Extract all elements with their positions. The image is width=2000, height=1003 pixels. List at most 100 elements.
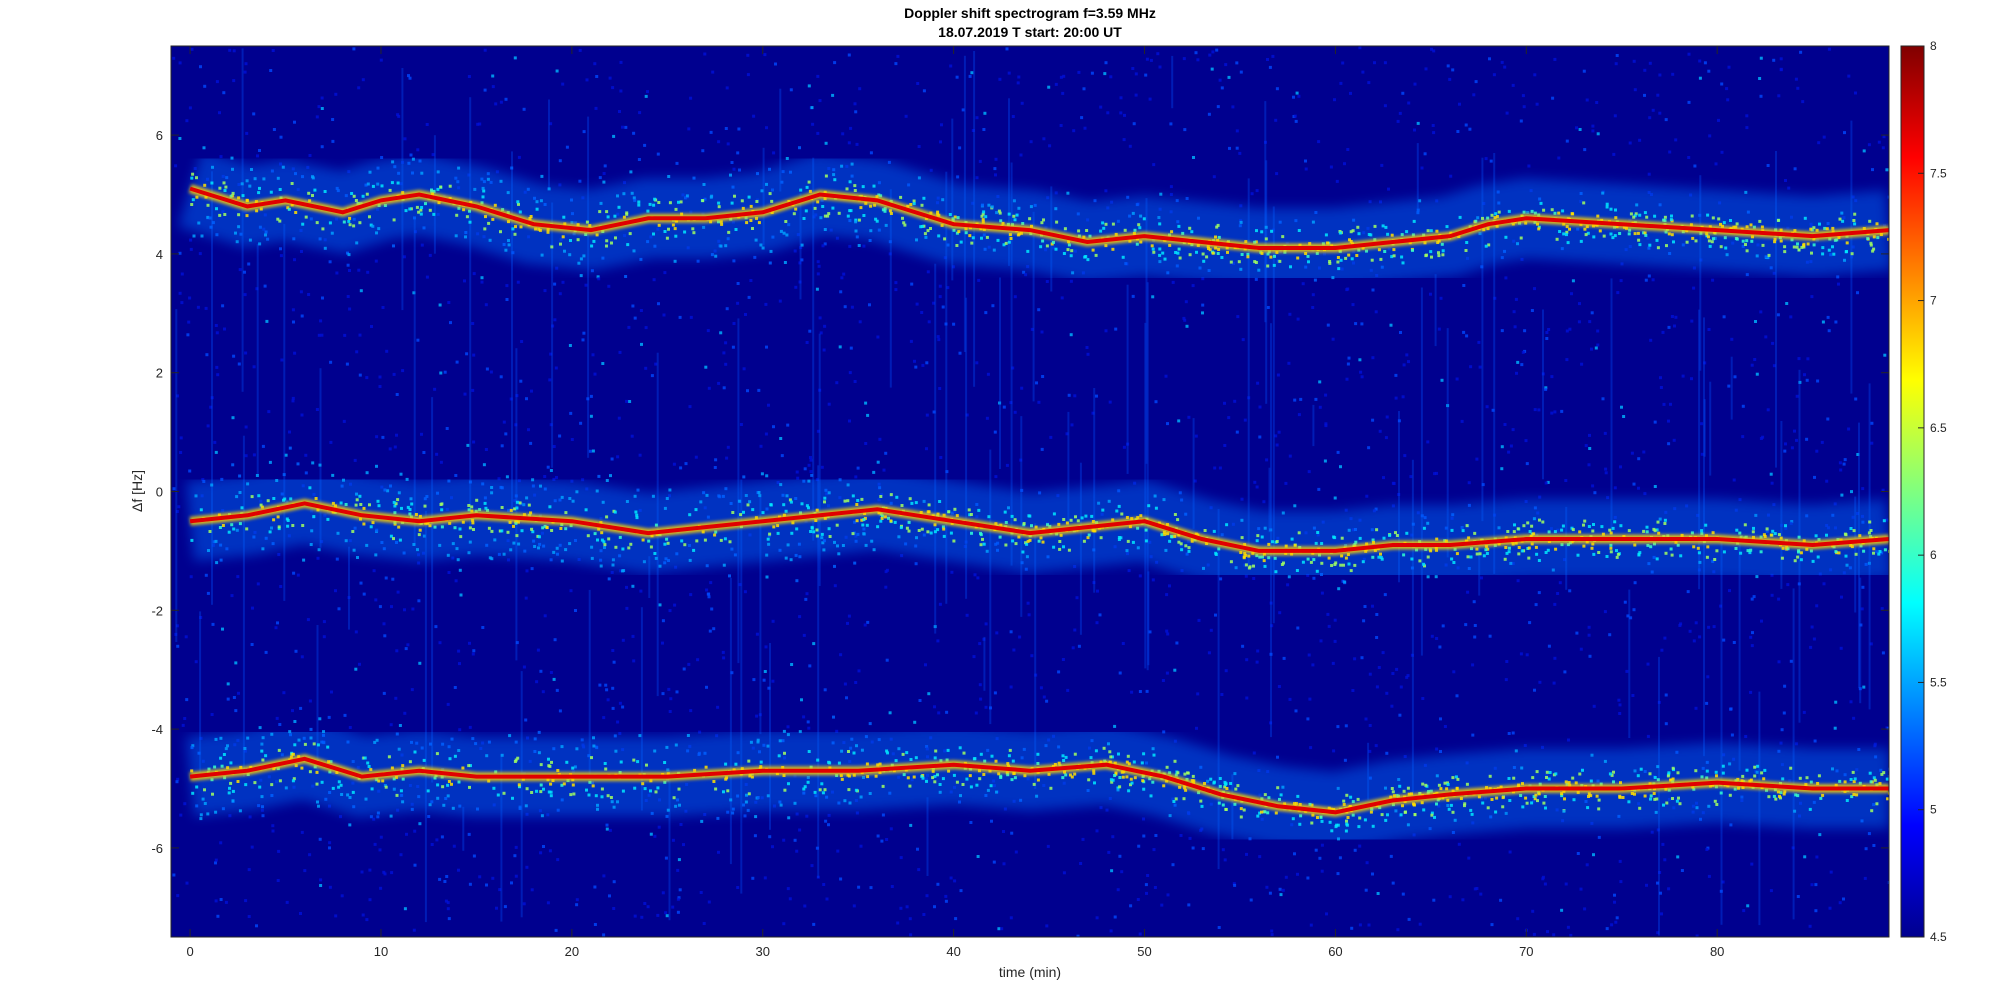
trace-speckle (482, 189, 486, 193)
noise-speckle (863, 623, 867, 627)
noise-speckle (1538, 680, 1542, 684)
noise-speckle (1042, 695, 1046, 699)
noise-speckle (1473, 624, 1477, 627)
noise-speckle (1505, 660, 1509, 663)
noise-speckle (1591, 124, 1595, 128)
noise-speckle (374, 259, 378, 263)
trace-speckle (747, 195, 751, 199)
noise-speckle (1339, 465, 1342, 469)
trace-speckle (556, 552, 559, 556)
noise-speckle (1678, 624, 1682, 627)
trace-speckle (514, 225, 517, 229)
noise-speckle (1106, 111, 1110, 115)
trace-speckle (1220, 256, 1224, 259)
noise-speckle (1095, 621, 1099, 625)
trace-speckle (393, 511, 397, 515)
noise-speckle (682, 843, 685, 847)
noise-speckle (255, 924, 258, 928)
trace-speckle (864, 543, 868, 547)
trace-speckle (1401, 261, 1405, 265)
trace-speckle (597, 474, 601, 478)
trace-speckle (1242, 555, 1246, 559)
noise-speckle (267, 410, 271, 414)
noise-speckle (1235, 129, 1239, 133)
noise-speckle (1563, 670, 1567, 674)
noise-speckle (1007, 71, 1011, 75)
noise-speckle (190, 47, 194, 51)
trace-speckle (859, 206, 863, 210)
noise-speckle (1721, 880, 1725, 884)
trace-speckle (929, 227, 932, 230)
noise-speckle (1288, 454, 1292, 458)
noise-speckle (510, 881, 513, 885)
noise-speckle (1062, 871, 1066, 875)
noise-streak (989, 449, 992, 725)
noise-speckle (247, 868, 251, 872)
noise-speckle (1293, 504, 1297, 508)
noise-speckle (1284, 481, 1288, 485)
noise-speckle (1119, 111, 1123, 115)
trace-speckle (393, 165, 397, 169)
noise-speckle (468, 725, 472, 729)
trace-speckle (1700, 529, 1704, 533)
trace-speckle (1380, 265, 1384, 269)
noise-speckle (1439, 750, 1442, 753)
noise-speckle (1374, 310, 1378, 314)
noise-speckle (956, 175, 960, 179)
noise-speckle (308, 154, 312, 157)
trace-speckle (710, 194, 714, 198)
trace-speckle (653, 197, 657, 201)
noise-speckle (303, 869, 307, 873)
noise-speckle (1769, 889, 1773, 893)
trace-speckle (347, 219, 351, 223)
trace-speckle (872, 470, 876, 474)
trace-speckle (1592, 552, 1596, 556)
trace-speckle (887, 516, 890, 520)
noise-speckle (1429, 292, 1432, 296)
noise-speckle (425, 123, 429, 126)
noise-speckle (1588, 654, 1592, 658)
trace-speckle (667, 559, 670, 562)
noise-streak (1272, 206, 1275, 624)
trace-speckle (1046, 523, 1049, 527)
trace-speckle (480, 201, 484, 205)
noise-speckle (174, 164, 178, 168)
noise-speckle (1227, 416, 1231, 420)
trace-speckle (1347, 528, 1351, 532)
noise-speckle (799, 246, 803, 249)
trace-speckle (1560, 528, 1564, 532)
trace-speckle (1313, 278, 1317, 282)
trace-speckle (1295, 569, 1299, 572)
trace-speckle (530, 527, 534, 531)
trace-speckle (979, 543, 983, 547)
noise-speckle (1336, 725, 1340, 729)
noise-speckle (1663, 636, 1667, 640)
trace-speckle (1014, 542, 1018, 546)
noise-speckle (252, 365, 256, 369)
noise-speckle (1541, 875, 1545, 879)
noise-speckle (965, 613, 969, 617)
trace-speckle (1383, 250, 1387, 253)
noise-speckle (247, 915, 251, 918)
trace-speckle (590, 545, 594, 549)
noise-speckle (744, 313, 747, 316)
trace-speckle (1033, 203, 1037, 207)
noise-speckle (625, 606, 629, 610)
trace-speckle (1487, 243, 1491, 247)
trace-speckle (1743, 523, 1747, 527)
trace-speckle (1281, 235, 1285, 239)
noise-speckle (1158, 65, 1162, 69)
noise-speckle (726, 445, 730, 449)
noise-speckle (331, 118, 335, 121)
trace-speckle (1340, 536, 1344, 540)
trace-speckle (490, 529, 494, 533)
trace-speckle (1163, 532, 1167, 536)
trace-speckle (1722, 221, 1726, 225)
noise-speckle (806, 720, 810, 724)
trace-speckle (1025, 542, 1029, 546)
noise-speckle (1381, 651, 1385, 655)
noise-speckle (610, 571, 614, 574)
trace-speckle (1637, 238, 1641, 242)
trace-speckle (1734, 547, 1738, 550)
noise-speckle (1720, 82, 1724, 86)
